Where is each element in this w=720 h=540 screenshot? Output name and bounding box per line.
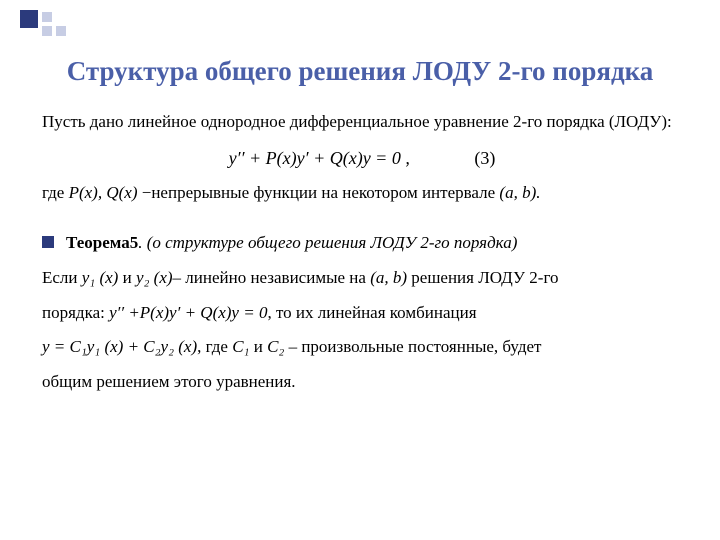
where-b: −непрерывные функции на некотором интерв… xyxy=(137,183,499,202)
slide-title: Структура общего решения ЛОДУ 2-го поряд… xyxy=(0,56,720,87)
if-and: и xyxy=(118,268,136,287)
where-paragraph: где P(x), Q(x) −непрерывные функции на н… xyxy=(42,181,682,206)
slide-body: Пусть дано линейное однородное дифференц… xyxy=(42,110,682,405)
theorem-row: Теорема5. (о структуре общего решения ЛО… xyxy=(42,231,682,256)
theorem-label: Теорема5 xyxy=(66,233,138,252)
order-paragraph: порядка: y′′ +P(x)y′ + Q(x)y = 0, то их … xyxy=(42,301,682,326)
equation-3-lhs: y′′ + P(x)y′ + Q(x)y = 0 , xyxy=(229,148,410,168)
if-a: Если xyxy=(42,268,82,287)
if-b: – линейно независимые на xyxy=(173,268,371,287)
theorem-desc: . (о структуре общего решения ЛОДУ 2-го … xyxy=(138,233,517,252)
if-c: решения ЛОДУ 2-го xyxy=(407,268,558,287)
c1: C₁ xyxy=(232,337,249,356)
equation-3: y′′ + P(x)y′ + Q(x)y = 0 , (3) xyxy=(42,145,682,171)
if-paragraph: Если y₁ (x) и y₂ (x)– линейно независимы… xyxy=(42,266,682,291)
decor-square-big xyxy=(20,10,38,28)
order-a: порядка: xyxy=(42,303,109,322)
comb-a: , где xyxy=(197,337,232,356)
decor-square-s1 xyxy=(42,12,52,22)
intro-paragraph: Пусть дано линейное однородное дифференц… xyxy=(42,110,682,135)
bullet-square-icon xyxy=(42,236,54,248)
order-b: , то их линейная комбинация xyxy=(267,303,476,322)
ab: (a, b) xyxy=(370,268,407,287)
order-eq: y′′ +P(x)y′ + Q(x)y = 0 xyxy=(109,303,267,322)
decor-square-s2 xyxy=(42,26,52,36)
combination-paragraph: y = C₁y₁ (x) + C₂y₂ (x), где C₁ и C₂ – п… xyxy=(42,335,682,360)
decor-square-s3 xyxy=(56,26,66,36)
where-interval: (a, b). xyxy=(499,183,540,202)
conclusion-paragraph: общим решением этого уравнения. xyxy=(42,370,682,395)
where-a: где xyxy=(42,183,69,202)
equation-3-number: (3) xyxy=(474,145,495,171)
y1x: y₁ (x) xyxy=(82,268,119,287)
comb-eq: y = C₁y₁ (x) + C₂y₂ (x) xyxy=(42,337,197,356)
c2: C₂ xyxy=(267,337,284,356)
theorem-text: Теорема5. (о структуре общего решения ЛО… xyxy=(66,231,517,256)
y2x: y₂ (x) xyxy=(136,268,173,287)
slide: Структура общего решения ЛОДУ 2-го поряд… xyxy=(0,0,720,540)
comb-b: – произвольные постоянные, будет xyxy=(284,337,541,356)
comb-and: и xyxy=(249,337,267,356)
where-math: P(x), Q(x) xyxy=(69,183,138,202)
